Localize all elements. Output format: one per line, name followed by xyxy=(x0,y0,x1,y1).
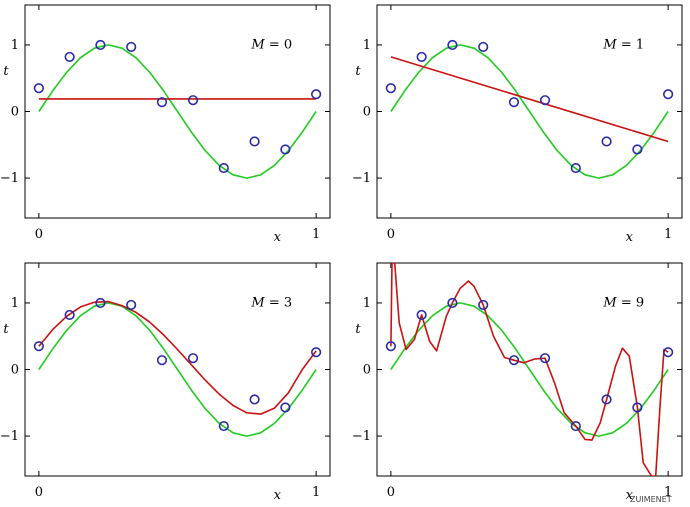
data-point xyxy=(508,355,520,366)
x-axis-label: x xyxy=(626,488,634,503)
x-tick-label: 0 xyxy=(387,485,395,500)
x-axis-label: x xyxy=(274,230,282,245)
data-point xyxy=(570,162,581,174)
data-point xyxy=(632,144,643,155)
data-point xyxy=(126,299,137,311)
data-point xyxy=(218,420,229,432)
y-tick-label: 1 xyxy=(363,38,371,53)
data-point xyxy=(447,297,458,309)
data-point xyxy=(95,297,106,309)
data-point xyxy=(385,341,396,352)
data-point xyxy=(187,95,199,106)
model-order-label: M = 9 xyxy=(602,295,644,310)
data-point xyxy=(64,309,75,321)
data-point xyxy=(539,353,551,364)
data-point xyxy=(508,97,520,108)
data-point xyxy=(478,299,489,311)
data-point xyxy=(249,394,260,405)
panel-4: −1 0 1 0 1 x t M = 9 xyxy=(352,262,683,503)
x-tick-label: 0 xyxy=(35,485,43,500)
data-point xyxy=(64,51,75,63)
data-point xyxy=(539,95,551,106)
true-function-curve xyxy=(38,44,317,179)
data-point xyxy=(601,136,612,147)
panel-3: −1 0 1 0 1 x t M = 3 xyxy=(0,262,331,503)
data-point xyxy=(33,83,44,94)
data-point xyxy=(280,144,291,155)
data-point xyxy=(447,39,458,51)
x-tick-label: 1 xyxy=(664,485,672,500)
y-tick-label: 0 xyxy=(11,105,19,120)
y-tick-label: 1 xyxy=(11,38,19,53)
fitted-polynomial-curve xyxy=(38,300,317,415)
y-axis-label: t xyxy=(3,64,9,79)
data-point xyxy=(156,355,168,366)
y-tick-label: 0 xyxy=(11,363,19,378)
y-tick-label: −1 xyxy=(0,171,19,186)
data-point xyxy=(416,51,427,63)
data-point xyxy=(416,309,427,321)
y-axis-label: t xyxy=(3,322,9,337)
x-tick-label: 1 xyxy=(312,485,320,500)
data-point xyxy=(478,41,489,53)
data-point xyxy=(126,41,137,53)
model-order-label: M = 0 xyxy=(250,37,292,52)
model-order-label: M = 1 xyxy=(602,37,644,52)
data-point xyxy=(218,162,229,174)
data-point xyxy=(570,420,581,432)
data-point xyxy=(95,39,106,51)
x-axis-label: x xyxy=(274,488,282,503)
data-point xyxy=(33,341,44,352)
data-point xyxy=(663,89,674,100)
data-point xyxy=(663,347,674,358)
model-order-label: M = 3 xyxy=(250,295,292,310)
data-point xyxy=(249,136,260,147)
data-point xyxy=(311,89,322,100)
data-point xyxy=(187,353,199,364)
watermark: ZUIMENET xyxy=(630,495,672,504)
x-tick-label: 1 xyxy=(312,227,320,242)
y-tick-label: 0 xyxy=(363,105,371,120)
panel-2: −1 0 1 0 1 x t M = 1 xyxy=(352,4,683,245)
y-tick-label: 1 xyxy=(11,296,19,311)
panel-1: −1 0 1 0 1 x t M = 0 xyxy=(0,4,331,245)
y-tick-label: −1 xyxy=(0,429,19,444)
x-tick-label: 1 xyxy=(664,227,672,242)
y-tick-label: 0 xyxy=(363,363,371,378)
y-axis-label: t xyxy=(355,322,361,337)
true-function-curve xyxy=(390,302,669,437)
y-tick-label: −1 xyxy=(352,429,371,444)
true-function-curve xyxy=(38,302,317,437)
y-tick-label: −1 xyxy=(352,171,371,186)
y-axis-label: t xyxy=(355,64,361,79)
true-function-curve xyxy=(390,44,669,179)
x-tick-label: 0 xyxy=(387,227,395,242)
data-point xyxy=(156,97,168,108)
x-tick-label: 0 xyxy=(35,227,43,242)
data-point xyxy=(632,402,643,413)
data-point xyxy=(601,394,612,405)
x-axis-label: x xyxy=(626,230,634,245)
y-tick-label: 1 xyxy=(363,296,371,311)
data-point xyxy=(311,347,322,358)
data-point xyxy=(280,402,291,413)
fitted-polynomial-curve xyxy=(390,56,669,143)
data-point xyxy=(385,83,396,94)
